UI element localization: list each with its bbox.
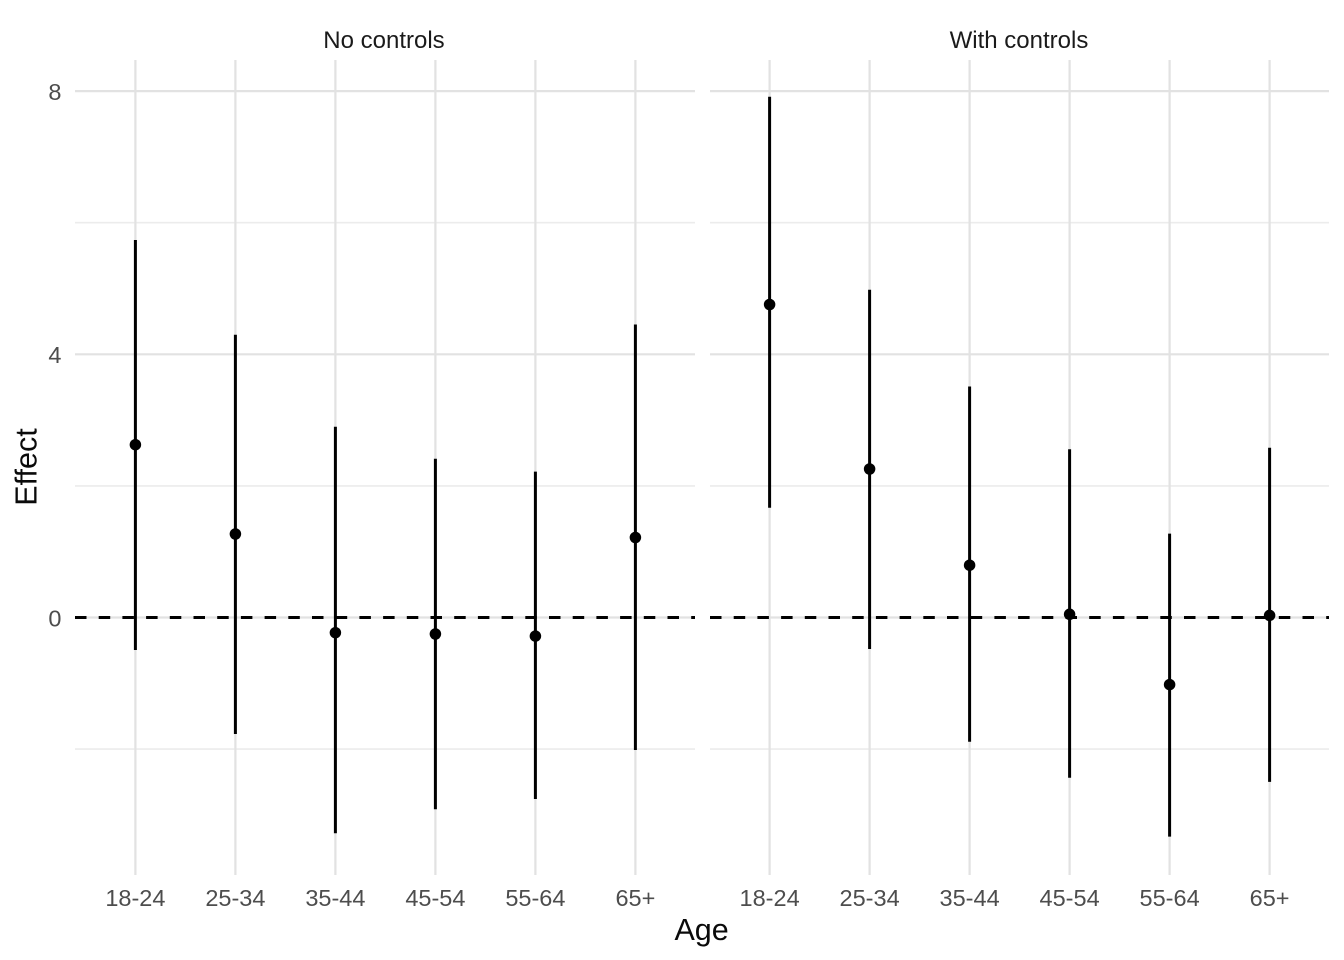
- svg-text:45-54: 45-54: [405, 885, 465, 911]
- svg-text:35-44: 35-44: [305, 885, 365, 911]
- svg-text:45-54: 45-54: [1040, 885, 1100, 911]
- svg-text:35-44: 35-44: [940, 885, 1000, 911]
- svg-text:Age: Age: [674, 913, 728, 947]
- svg-text:65+: 65+: [1250, 885, 1290, 911]
- svg-text:With controls: With controls: [950, 27, 1089, 54]
- svg-text:8: 8: [48, 79, 61, 105]
- svg-text:55-64: 55-64: [1140, 885, 1200, 911]
- svg-text:25-34: 25-34: [205, 885, 265, 911]
- svg-text:18-24: 18-24: [740, 885, 800, 911]
- svg-text:4: 4: [48, 342, 61, 368]
- svg-text:0: 0: [48, 605, 61, 631]
- svg-text:55-64: 55-64: [505, 885, 565, 911]
- svg-text:18-24: 18-24: [105, 885, 165, 911]
- svg-text:25-34: 25-34: [840, 885, 900, 911]
- svg-text:No controls: No controls: [323, 27, 444, 54]
- svg-text:Effect: Effect: [10, 428, 44, 506]
- svg-text:65+: 65+: [615, 885, 655, 911]
